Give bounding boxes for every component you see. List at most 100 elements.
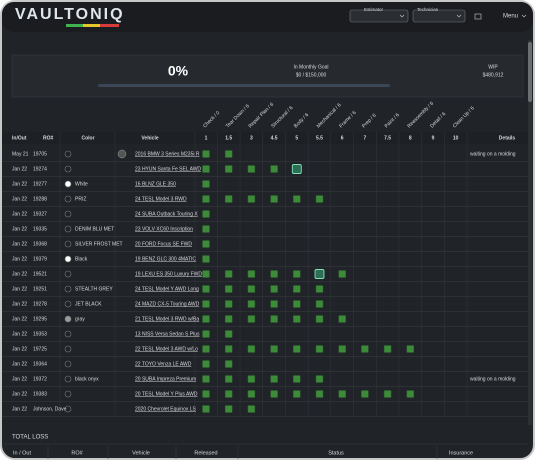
- vehicle[interactable]: 24 TESL Model Y AWD Long: [135, 286, 199, 292]
- vehicle[interactable]: 19 LEXU ES 350 Luxury FWD: [135, 271, 202, 277]
- stage-cell[interactable]: [315, 285, 324, 293]
- stage-cell[interactable]: [315, 375, 324, 383]
- estimator-select[interactable]: [349, 9, 409, 23]
- stage-cell[interactable]: [202, 360, 210, 368]
- vehicle[interactable]: 16 BLNZ GLE 350: [135, 181, 176, 187]
- stage-cell[interactable]: [224, 195, 233, 203]
- stage-cell[interactable]: [338, 345, 346, 353]
- stage-cell[interactable]: [338, 390, 346, 398]
- scroll-thumb[interactable]: [528, 42, 532, 102]
- stage-cell[interactable]: [202, 210, 210, 218]
- vehicle[interactable]: 21 TESL Model 3 RWD w/Ba: [135, 316, 199, 322]
- stage-cell[interactable]: [270, 285, 278, 293]
- stage-cell[interactable]: [202, 270, 210, 278]
- calendar-icon[interactable]: [474, 13, 482, 20]
- stage-cell[interactable]: [224, 285, 233, 293]
- vehicle[interactable]: 2016 BMW 3 Series M235i R: [135, 151, 200, 157]
- stage-cell[interactable]: [293, 315, 301, 323]
- stage-cell[interactable]: [202, 225, 210, 233]
- vehicle[interactable]: 20 TESL Model Y Plus AWD: [135, 391, 198, 397]
- stage-cell[interactable]: [247, 390, 256, 398]
- stage-cell[interactable]: [202, 330, 210, 338]
- vehicle[interactable]: 24 MAZD CX-5 Touring AWD: [135, 301, 200, 307]
- stage-cell[interactable]: [247, 300, 256, 308]
- stage-cell[interactable]: [224, 390, 233, 398]
- stage-cell[interactable]: [406, 390, 415, 398]
- scrollbar[interactable]: [528, 40, 532, 425]
- stage-cell[interactable]: [202, 180, 210, 188]
- stage-cell[interactable]: [224, 360, 233, 368]
- stage-cell[interactable]: [224, 165, 233, 173]
- stage-cell[interactable]: [315, 195, 324, 203]
- stage-cell[interactable]: [224, 270, 233, 278]
- stage-cell[interactable]: [270, 315, 278, 323]
- stage-cell[interactable]: [406, 345, 415, 353]
- stage-cell[interactable]: [224, 345, 233, 353]
- vehicle[interactable]: 24 SUBA Outback Touring X: [135, 211, 198, 217]
- stage-cell[interactable]: [202, 150, 210, 158]
- vehicle[interactable]: 13 NISS Versa Sedan S Plus: [135, 331, 200, 337]
- stage-cell[interactable]: [247, 165, 256, 173]
- vehicle[interactable]: 23 HYUN Santa Fe SEL AWD: [135, 166, 201, 172]
- vehicle[interactable]: 23 VOLV XC60 Inscription: [135, 226, 193, 232]
- stage-cell[interactable]: [202, 390, 210, 398]
- stage-cell[interactable]: [202, 375, 210, 383]
- stage-cell[interactable]: [293, 345, 301, 353]
- stage-cell[interactable]: [293, 195, 301, 203]
- stage-cell[interactable]: [224, 405, 233, 413]
- stage-cell[interactable]: [224, 150, 233, 158]
- stage-cell[interactable]: [247, 285, 256, 293]
- stage-cell[interactable]: [361, 390, 369, 398]
- stage-cell[interactable]: [247, 315, 256, 323]
- stage-cell[interactable]: [315, 315, 324, 323]
- stage-cell[interactable]: [293, 375, 301, 383]
- stage-cell[interactable]: [202, 165, 210, 173]
- stage-cell[interactable]: [202, 345, 210, 353]
- stage-cell[interactable]: [293, 270, 301, 278]
- stage-cell[interactable]: [270, 390, 278, 398]
- stage-cell[interactable]: [315, 345, 324, 353]
- menu-button[interactable]: Menu: [503, 14, 518, 20]
- vehicle[interactable]: 20 SUBA Impreza Premium: [135, 376, 196, 382]
- stage-cell[interactable]: [270, 195, 278, 203]
- stage-cell[interactable]: [202, 315, 210, 323]
- stage-cell[interactable]: [224, 315, 233, 323]
- stage-cell[interactable]: [224, 300, 233, 308]
- stage-cell[interactable]: [247, 405, 256, 413]
- vehicle[interactable]: 19 BENZ GLC 300 4MATIC: [135, 256, 196, 262]
- stage-cell[interactable]: [383, 390, 392, 398]
- stage-cell[interactable]: [224, 330, 233, 338]
- stage-cell[interactable]: [202, 240, 210, 248]
- stage-cell[interactable]: [247, 270, 256, 278]
- stage-cell[interactable]: [270, 375, 278, 383]
- technician-select[interactable]: [412, 9, 466, 23]
- stage-cell[interactable]: [247, 195, 256, 203]
- stage-cell[interactable]: [270, 165, 278, 173]
- stage-cell[interactable]: [293, 300, 301, 308]
- stage-cell[interactable]: [338, 315, 346, 323]
- stage-cell[interactable]: [270, 300, 278, 308]
- vehicle[interactable]: 20 FORD Focus SE FWD: [135, 241, 192, 247]
- stage-cell[interactable]: [224, 375, 233, 383]
- stage-cell[interactable]: [270, 345, 278, 353]
- stage-cell[interactable]: [247, 345, 256, 353]
- vehicle[interactable]: 22 TESL Model 3 AWD w/Lo: [135, 346, 198, 352]
- stage-cell[interactable]: [291, 164, 302, 174]
- stage-cell[interactable]: [361, 345, 369, 353]
- stage-cell[interactable]: [338, 270, 346, 278]
- vehicle[interactable]: 24 TESL Model 3 RWD: [135, 196, 187, 202]
- stage-cell[interactable]: [315, 300, 324, 308]
- stage-cell[interactable]: [315, 390, 324, 398]
- stage-cell[interactable]: [383, 345, 392, 353]
- stage-cell[interactable]: [314, 269, 325, 279]
- vehicle[interactable]: 22 TOYO Venza LE AWD: [135, 361, 192, 367]
- stage-cell[interactable]: [202, 255, 210, 263]
- stage-cell[interactable]: [202, 300, 210, 308]
- stage-cell[interactable]: [293, 285, 301, 293]
- stage-cell[interactable]: [202, 405, 210, 413]
- stage-cell[interactable]: [247, 375, 256, 383]
- stage-cell[interactable]: [293, 390, 301, 398]
- stage-cell[interactable]: [202, 195, 210, 203]
- stage-cell[interactable]: [202, 285, 210, 293]
- vehicle[interactable]: 2020 Chevrolet Equinox LS: [135, 406, 197, 412]
